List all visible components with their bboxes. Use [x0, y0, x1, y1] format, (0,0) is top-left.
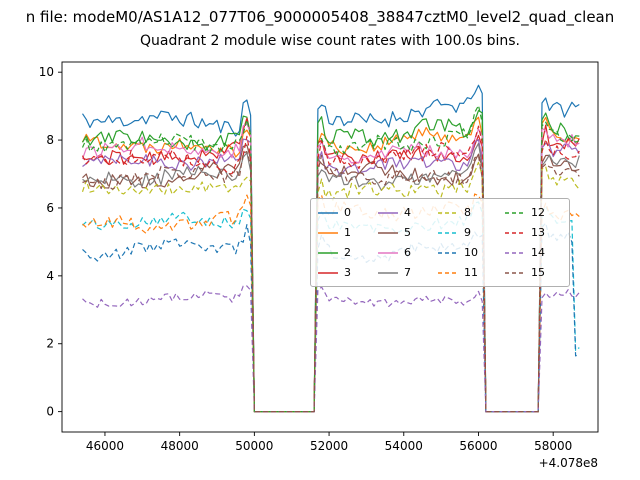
x-tick-label: 52000 [310, 439, 348, 453]
legend-item: 4 [377, 203, 429, 222]
legend-line-sample [318, 251, 338, 254]
legend-line-sample [438, 271, 458, 274]
legend-item-label: 15 [531, 266, 545, 279]
legend-line-sample [318, 231, 338, 234]
legend-item: 1 [317, 223, 369, 242]
legend-line-sample [378, 251, 398, 254]
legend-item-label: 0 [344, 206, 351, 219]
legend-line-sample [505, 271, 525, 274]
y-tick-label: 2 [46, 337, 54, 351]
legend-item-label: 14 [531, 246, 545, 259]
legend-item: 8 [437, 203, 496, 222]
legend-line-sample [505, 251, 525, 254]
y-tick-label: 0 [46, 405, 54, 419]
legend-item: 12 [504, 203, 563, 222]
legend-item-label: 12 [531, 206, 545, 219]
legend-item: 3 [317, 263, 369, 282]
legend-item: 14 [504, 243, 563, 262]
legend-item-label: 6 [404, 246, 411, 259]
legend-item: 13 [504, 223, 563, 242]
axes-frame [61, 61, 599, 433]
legend-item-label: 8 [464, 206, 471, 219]
legend-item-label: 9 [464, 226, 471, 239]
x-tick-label: 56000 [459, 439, 497, 453]
legend-item-label: 13 [531, 226, 545, 239]
x-tick-label: 58000 [534, 439, 572, 453]
legend-item: 6 [377, 243, 429, 262]
chart-title: Quadrant 2 module wise count rates with … [140, 33, 520, 49]
legend-line-sample [505, 211, 525, 214]
legend-item: 11 [437, 263, 496, 282]
legend-line-sample [378, 271, 398, 274]
figure-suptitle: n file: modeM0/AS1A12_077T06_9000005408_… [25, 8, 615, 26]
legend-item-label: 10 [464, 246, 478, 259]
y-tick-label: 10 [39, 65, 54, 79]
legend-line-sample [318, 211, 338, 214]
legend: 0 1 2 3 4 5 6 7 8 9 10 11 12 13 14 15 [310, 198, 570, 287]
legend-item-label: 7 [404, 266, 411, 279]
legend-line-sample [318, 271, 338, 274]
legend-line-sample [438, 231, 458, 234]
legend-item: 0 [317, 203, 369, 222]
x-tick-label: 50000 [235, 439, 273, 453]
legend-item: 15 [504, 263, 563, 282]
legend-line-sample [438, 251, 458, 254]
legend-item: 5 [377, 223, 429, 242]
legend-item: 7 [377, 263, 429, 282]
legend-item: 2 [317, 243, 369, 262]
legend-item-label: 5 [404, 226, 411, 239]
x-tick-label: 54000 [385, 439, 423, 453]
legend-item-label: 2 [344, 246, 351, 259]
legend-item-label: 3 [344, 266, 351, 279]
y-tick-label: 4 [46, 269, 54, 283]
legend-item-label: 1 [344, 226, 351, 239]
legend-line-sample [505, 231, 525, 234]
series-line-15 [82, 151, 580, 413]
legend-line-sample [438, 211, 458, 214]
y-tick-label: 8 [46, 133, 54, 147]
y-tick-label: 6 [46, 201, 54, 215]
series-line-14 [82, 285, 580, 413]
legend-item-label: 4 [404, 206, 411, 219]
x-axis-offset-label: +4.078e8 [538, 456, 598, 470]
legend-item-label: 11 [464, 266, 478, 279]
x-tick-label: 48000 [161, 439, 199, 453]
legend-line-sample [378, 211, 398, 214]
series-line-8 [81, 161, 580, 413]
legend-item: 9 [437, 223, 496, 242]
legend-line-sample [378, 231, 398, 234]
legend-item: 10 [437, 243, 496, 262]
x-tick-label: 46000 [86, 439, 124, 453]
